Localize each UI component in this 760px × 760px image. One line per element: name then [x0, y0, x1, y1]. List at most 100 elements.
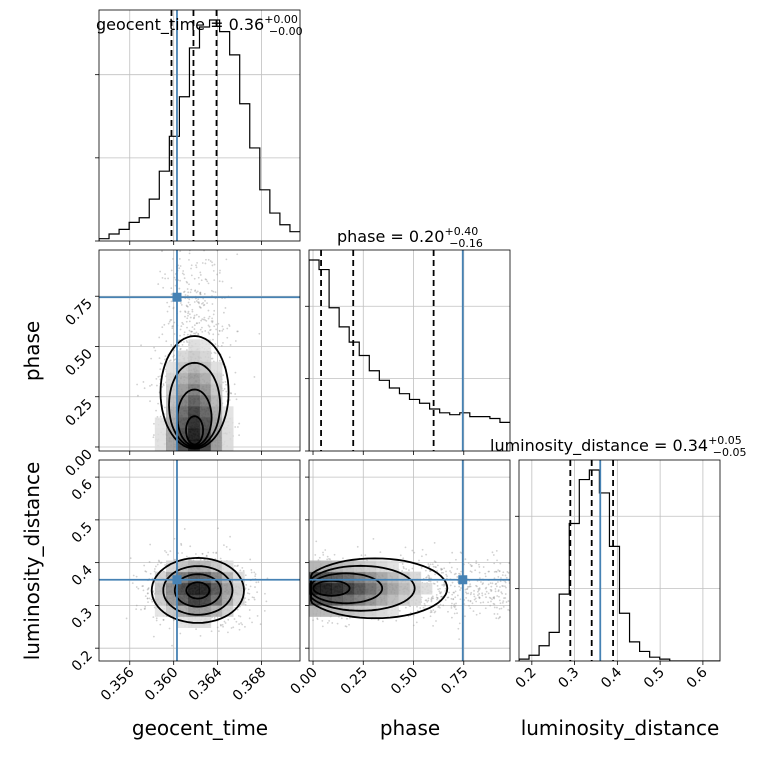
sample-point [433, 541, 436, 544]
sample-point [150, 598, 153, 601]
sample-point [411, 567, 414, 570]
density-cell [387, 582, 399, 595]
sample-point [186, 294, 189, 297]
sample-point [136, 383, 139, 386]
sample-point [326, 621, 329, 624]
sample-point [501, 601, 504, 604]
sample-point [190, 264, 193, 267]
sample-point [222, 341, 224, 344]
sample-point [477, 594, 479, 597]
sample-point [247, 588, 250, 591]
density-cell [331, 605, 343, 617]
sample-point [204, 278, 207, 281]
sample-point [444, 599, 447, 601]
sample-point [429, 611, 432, 614]
sample-point [495, 582, 498, 585]
density-cell [210, 439, 223, 451]
sample-point [180, 542, 182, 545]
sample-point [501, 585, 504, 587]
sample-point [427, 597, 430, 600]
sample-point [458, 638, 461, 641]
panel-phase-vs-geocent-time: 0.00 0.25 0.50 0.75 [62, 249, 301, 480]
sample-point [253, 598, 256, 601]
sample-point [457, 627, 460, 630]
sample-point [372, 537, 375, 540]
sample-point [152, 436, 155, 439]
histogram-bar [129, 222, 139, 241]
sample-point [237, 330, 239, 333]
sample-point [162, 286, 165, 289]
sample-point [177, 339, 180, 342]
sample-point [170, 344, 173, 346]
sample-point [422, 606, 425, 609]
sample-point [433, 611, 436, 614]
sample-point [498, 570, 501, 573]
sample-point [478, 596, 481, 599]
sample-point [250, 569, 253, 571]
panel-geocent-time-marginal [95, 9, 301, 245]
sample-point [158, 560, 161, 563]
sample-point [174, 558, 176, 561]
sample-point [453, 591, 455, 594]
sample-point [430, 598, 433, 601]
sample-point [436, 597, 439, 600]
sample-point [487, 592, 490, 595]
sample-point [497, 589, 500, 592]
sample-point [222, 374, 225, 377]
sample-point [496, 613, 499, 615]
truth-marker [458, 575, 468, 585]
sample-point [189, 316, 192, 319]
histogram-bar [250, 148, 260, 241]
sample-point [452, 598, 455, 600]
sample-point [195, 266, 198, 269]
sample-point [186, 305, 189, 308]
sample-point [196, 290, 199, 293]
sample-point [205, 278, 208, 281]
sample-point [188, 559, 191, 561]
panel-frame [98, 9, 301, 242]
histogram-bar [399, 394, 409, 451]
sample-point [480, 581, 482, 583]
sample-point [455, 558, 457, 561]
sample-point [433, 582, 436, 585]
sample-point [151, 600, 154, 603]
x-tick-label: 0.25 [338, 665, 371, 698]
sample-point [438, 605, 440, 608]
sample-point [428, 565, 431, 568]
sample-point [171, 325, 174, 328]
sample-point [502, 605, 505, 608]
sample-point [179, 328, 182, 331]
sample-point [194, 553, 197, 555]
sample-point [333, 553, 336, 556]
density-cell [177, 428, 189, 441]
sample-point [432, 609, 435, 612]
sample-point [440, 568, 443, 571]
sample-point [205, 258, 207, 261]
sample-point [199, 328, 202, 331]
x-tick-label: 0.4 [598, 664, 625, 691]
x-axis-label-luminosity-distance: luminosity_distance [521, 716, 720, 740]
x-tick-label: 0.6 [684, 664, 711, 691]
sample-point [344, 625, 347, 628]
sample-point [236, 330, 239, 333]
sample-point [206, 302, 208, 304]
sample-point [168, 360, 171, 362]
sample-point [188, 320, 191, 323]
density-cell [199, 417, 212, 430]
sample-point [152, 616, 155, 619]
sample-point [439, 603, 442, 606]
sample-point [496, 559, 498, 562]
sample-point [153, 568, 156, 570]
sample-point [484, 587, 487, 590]
density-cell [331, 560, 343, 573]
sample-point [179, 334, 181, 337]
sample-point [191, 310, 194, 313]
sample-point [203, 303, 206, 306]
sample-point [179, 632, 182, 635]
sample-point [470, 571, 473, 573]
density-cell [166, 605, 178, 617]
sample-point [162, 619, 165, 621]
contour-level [312, 579, 351, 597]
sample-point [185, 555, 188, 558]
sample-point [499, 602, 502, 605]
